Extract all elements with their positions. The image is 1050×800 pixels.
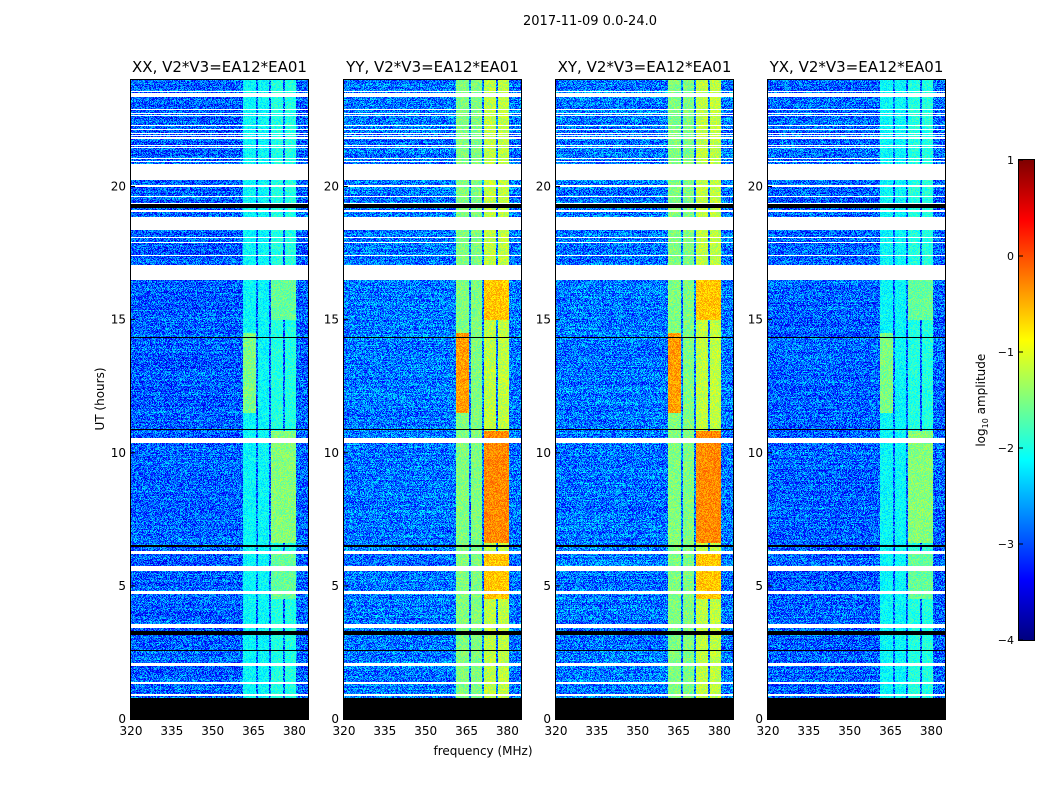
colorbar-tick-label: −1 [998,346,1014,359]
y-tick-label: 20 [536,180,551,194]
x-tick-label: 335 [797,724,820,738]
x-tick-label: 320 [545,724,568,738]
y-tick-label: 20 [748,180,763,194]
heatmap-panel [343,79,522,720]
colorbar [1018,159,1035,641]
colorbar-tick-label: 0 [1007,250,1014,263]
panel-title: XX, V2*V3=EA12*EA01 [132,58,307,76]
x-tick-label: 380 [708,724,731,738]
y-tick-label: 5 [755,579,763,593]
x-tick-label: 365 [455,724,478,738]
x-tick-label: 350 [838,724,861,738]
x-tick-label: 320 [120,724,143,738]
panel-title: XY, V2*V3=EA12*EA01 [557,58,732,76]
y-tick-label: 0 [331,712,339,726]
y-tick-label: 5 [118,579,126,593]
x-tick-label: 335 [585,724,608,738]
y-tick-label: 20 [324,180,339,194]
x-tick-label: 335 [160,724,183,738]
x-tick-label: 335 [373,724,396,738]
colorbar-tick-label: −4 [998,634,1014,647]
x-tick-label: 380 [496,724,519,738]
colorbar-tick-label: −3 [998,538,1014,551]
x-tick-label: 365 [242,724,265,738]
x-tick-label: 365 [879,724,902,738]
x-tick-label: 320 [333,724,356,738]
x-axis-label: frequency (MHz) [433,744,533,758]
heatmap-panel [555,79,734,720]
x-tick-label: 350 [626,724,649,738]
y-tick-label: 10 [111,446,126,460]
y-tick-label: 0 [118,712,126,726]
x-tick-label: 380 [920,724,943,738]
heatmap-panel [767,79,946,720]
heatmap-panel [130,79,309,720]
panel-title: YX, V2*V3=EA12*EA01 [769,58,944,76]
y-tick-label: 10 [748,446,763,460]
panel-title: YY, V2*V3=EA12*EA01 [346,58,519,76]
y-tick-label: 15 [748,313,763,327]
y-tick-label: 0 [755,712,763,726]
x-tick-label: 320 [757,724,780,738]
y-tick-label: 5 [543,579,551,593]
x-tick-label: 365 [667,724,690,738]
y-tick-label: 5 [331,579,339,593]
x-tick-label: 380 [283,724,306,738]
y-tick-label: 20 [111,180,126,194]
y-tick-label: 15 [324,313,339,327]
y-tick-label: 0 [543,712,551,726]
x-tick-label: 350 [201,724,224,738]
x-tick-label: 350 [414,724,437,738]
y-tick-label: 10 [324,446,339,460]
colorbar-tick-label: 1 [1007,154,1014,167]
y-tick-label: 15 [111,313,126,327]
colorbar-tick-label: −2 [998,442,1014,455]
y-tick-label: 10 [536,446,551,460]
figure-title: 2017-11-09 0.0-24.0 [523,14,657,29]
y-tick-label: 15 [536,313,551,327]
